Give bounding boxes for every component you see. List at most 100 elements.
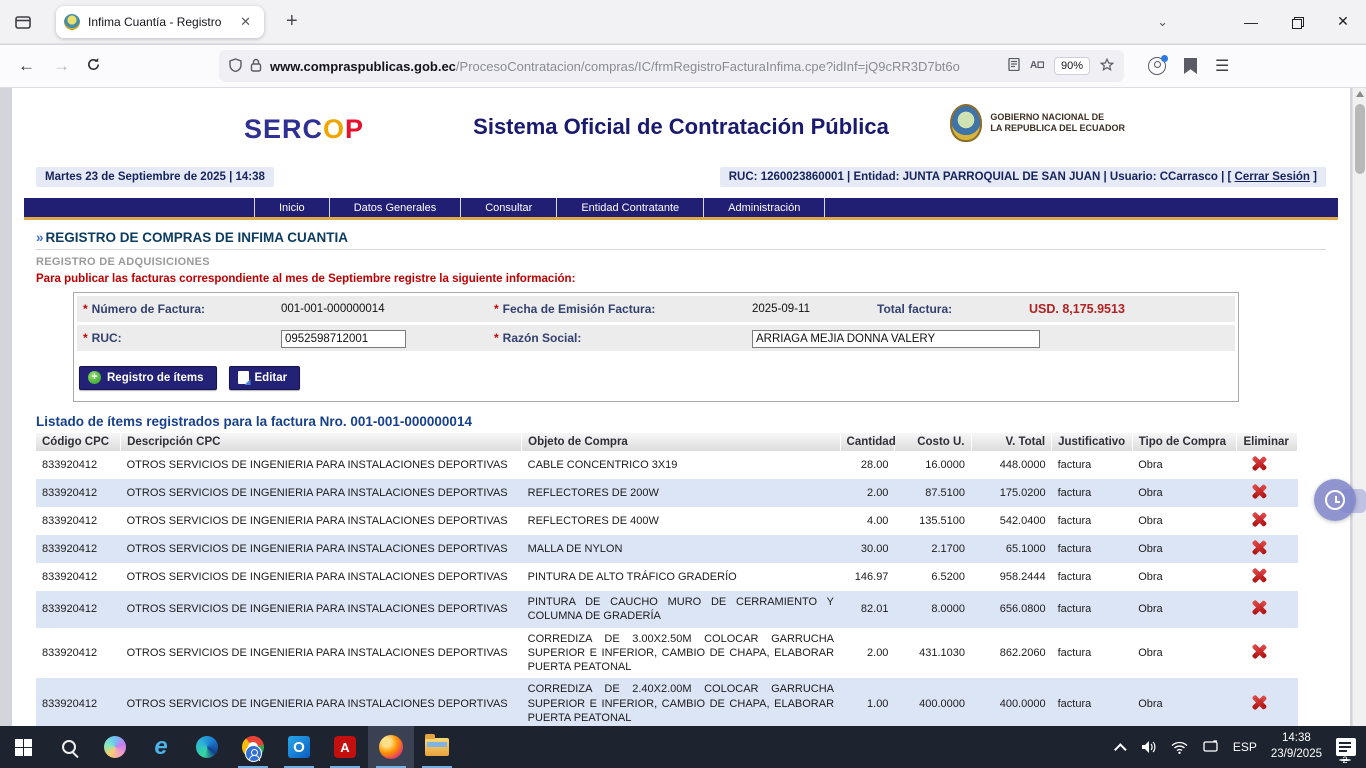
translate-icon[interactable]: A <box>1030 58 1045 74</box>
numero-factura-label: * Número de Factura: <box>83 302 206 316</box>
gold-divider <box>24 217 1338 220</box>
header-tipo-compra: Tipo de Compra <box>1132 433 1238 451</box>
taskbar-search-button[interactable] <box>46 726 92 768</box>
taskbar-outlook-button[interactable]: O <box>276 726 322 768</box>
cell-codigo: 833920412 <box>42 571 98 583</box>
windows-taskbar: e O A ESP 14:38 23/9/2025 2 <box>0 726 1366 768</box>
table-row: 833920412 OTROS SERVICIOS DE INGENIERIA … <box>36 535 1298 563</box>
scrollbar-thumb[interactable] <box>1355 104 1365 174</box>
items-table: Código CPC Descripción CPC Objeto de Com… <box>36 433 1298 726</box>
cell-codigo: 833920412 <box>42 515 98 527</box>
session-badge: RUC: 1260023860001 | Entidad: JUNTA PARR… <box>719 167 1326 187</box>
cell-total: 400.0000 <box>971 678 1052 726</box>
delete-item-icon[interactable] <box>1251 599 1268 616</box>
taskbar-acrobat-button[interactable]: A <box>322 726 368 768</box>
nav-item-inicio[interactable]: Inicio <box>279 201 305 214</box>
delete-item-icon[interactable] <box>1251 511 1268 528</box>
url-domain: www.compraspublicas.gob.ec <box>270 58 456 74</box>
numero-factura-value: 001-001-000000014 <box>281 303 385 315</box>
editar-button[interactable]: Editar <box>228 366 301 390</box>
forward-icon[interactable]: → <box>53 56 70 75</box>
cell-total: 656.0800 <box>971 591 1052 628</box>
delete-item-icon[interactable] <box>1251 455 1268 472</box>
restore-button[interactable] <box>1274 0 1320 43</box>
hamburger-menu-icon[interactable]: ☰ <box>1215 58 1230 75</box>
windows-logo-icon <box>14 738 32 756</box>
nav-item-datos-generales[interactable]: Datos Generales <box>353 201 437 214</box>
display-connect-icon[interactable] <box>1202 740 1219 754</box>
delete-item-icon[interactable] <box>1251 567 1268 584</box>
table-row: 833920412 OTROS SERVICIOS DE INGENIERIA … <box>36 507 1298 535</box>
cell-costo: 16.0000 <box>925 459 965 471</box>
language-indicator[interactable]: ESP <box>1232 740 1257 754</box>
cell-cantidad: 1.00 <box>840 678 895 726</box>
table-row: 833920412 OTROS SERVICIOS DE INGENIERIA … <box>36 451 1298 479</box>
form-actions: + Registro de ítems Editar <box>77 354 1235 398</box>
taskbar-explorer-button[interactable] <box>414 726 460 768</box>
taskbar-copilot-button[interactable] <box>92 726 138 768</box>
cell-total: 862.2060 <box>999 647 1046 660</box>
nav-item-consultar[interactable]: Consultar <box>485 201 533 214</box>
razon-social-label: * Razón Social: <box>494 331 582 345</box>
session-info-row: Martes 23 de Septiembre de 2025 | 14:38 … <box>12 164 1350 190</box>
zoom-level-badge[interactable]: 90% <box>1053 57 1090 75</box>
notification-badge: 2 <box>1339 755 1351 765</box>
url-bar[interactable]: www.compraspublicas.gob.ec/ProcesoContra… <box>219 50 1124 82</box>
cell-cantidad: 146.97 <box>854 571 889 583</box>
main-navigation: Inicio Datos Generales Consultar Entidad… <box>24 198 1338 217</box>
start-button[interactable] <box>0 726 46 768</box>
ruc-input[interactable] <box>281 329 406 348</box>
header-eliminar: Eliminar <box>1236 433 1298 451</box>
url-text[interactable]: www.compraspublicas.gob.ec/ProcesoContra… <box>270 59 1000 74</box>
volume-icon[interactable] <box>1141 740 1157 754</box>
header-costo-u: Costo U. <box>894 433 972 451</box>
cell-tipo: Obra <box>1138 515 1163 527</box>
taskbar-edge-button[interactable] <box>184 726 230 768</box>
minimize-button[interactable]: — <box>1244 13 1258 30</box>
notification-icon[interactable]: 2 <box>1336 738 1356 765</box>
reader-mode-icon[interactable] <box>1008 57 1020 74</box>
browser-tab[interactable]: Infima Cuantía - Registro ✕ <box>56 5 264 38</box>
delete-item-icon[interactable] <box>1251 539 1268 556</box>
wifi-icon[interactable] <box>1171 741 1188 754</box>
vertical-scrollbar[interactable] <box>1352 88 1366 726</box>
lock-icon[interactable] <box>250 58 262 75</box>
bookmark-flag-icon[interactable] <box>1184 58 1197 74</box>
firefox-view-icon[interactable] <box>8 7 38 37</box>
file-explorer-icon <box>425 734 449 756</box>
tab-close-icon[interactable]: ✕ <box>240 13 251 29</box>
header-v-total: V. Total <box>971 433 1053 451</box>
logout-link[interactable]: Cerrar Sesión <box>1234 171 1310 183</box>
new-tab-button[interactable]: + <box>286 10 298 32</box>
delete-item-icon[interactable] <box>1251 643 1268 660</box>
cell-tipo: Obra <box>1138 647 1163 660</box>
nav-item-administracion[interactable]: Administración <box>728 201 801 214</box>
clock-widget-icon[interactable] <box>1314 479 1356 521</box>
close-button[interactable]: ✕ <box>1337 13 1349 29</box>
svg-text:A: A <box>1030 60 1037 71</box>
delete-item-icon[interactable] <box>1251 694 1268 711</box>
tray-expand-icon[interactable] <box>1113 742 1127 756</box>
account-icon[interactable] <box>1148 55 1168 75</box>
cell-descripcion: OTROS SERVICIOS DE INGENIERIA PARA INSTA… <box>126 459 508 471</box>
cell-descripcion: OTROS SERVICIOS DE INGENIERIA PARA INSTA… <box>120 479 522 507</box>
nav-item-entidad-contratante[interactable]: Entidad Contratante <box>581 201 680 214</box>
taskbar-ie-button[interactable]: e <box>138 726 184 768</box>
scroll-up-icon[interactable] <box>1356 91 1364 97</box>
registro-items-button[interactable]: + Registro de ítems <box>79 366 217 390</box>
tracking-shield-icon[interactable] <box>229 57 242 75</box>
cell-total: 448.0000 <box>999 459 1046 471</box>
list-all-tabs-icon[interactable]: ⌄ <box>1157 13 1168 29</box>
reload-icon[interactable] <box>86 57 101 76</box>
razon-social-input[interactable] <box>752 329 1040 348</box>
bookmark-star-icon[interactable] <box>1099 57 1115 75</box>
floating-timer-widget[interactable] <box>1314 479 1366 521</box>
taskbar-firefox-button[interactable] <box>368 726 414 768</box>
back-icon[interactable]: ← <box>18 56 35 75</box>
system-tray: ESP 14:38 23/9/2025 2 <box>1113 726 1366 768</box>
delete-item-icon[interactable] <box>1251 483 1268 500</box>
internet-explorer-icon: e <box>154 733 168 760</box>
taskbar-chrome-button[interactable] <box>230 726 276 768</box>
browser-tab-bar: Infima Cuantía - Registro ✕ + ⌄ — ✕ <box>0 0 1366 44</box>
taskbar-clock[interactable]: 14:38 23/9/2025 <box>1270 732 1322 760</box>
